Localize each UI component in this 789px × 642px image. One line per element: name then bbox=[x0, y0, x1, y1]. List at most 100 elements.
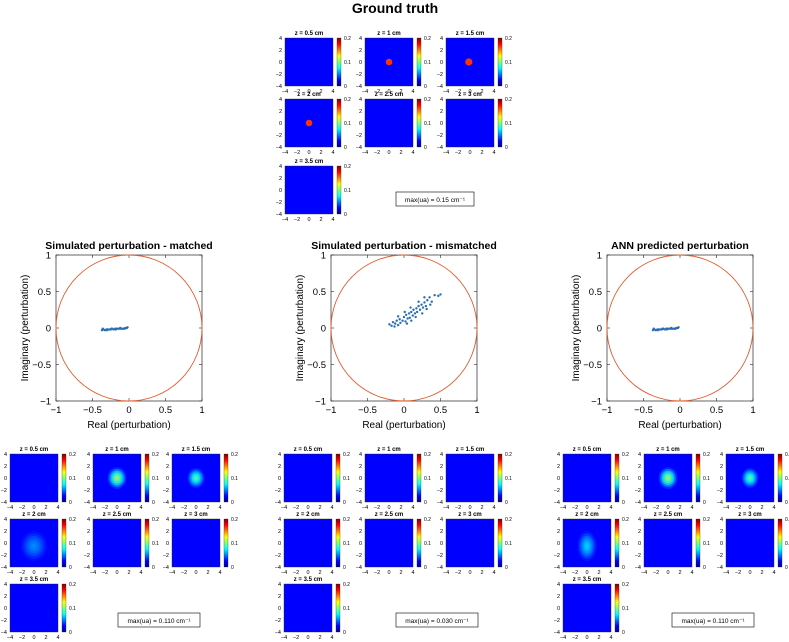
heatmap-x-tick: −4 bbox=[641, 570, 647, 576]
heatmap-y-tick: 4 bbox=[4, 582, 7, 588]
heatmap-y-tick: 4 bbox=[557, 582, 560, 588]
heatmap-frame bbox=[364, 518, 414, 568]
max-label-box-matched bbox=[117, 612, 201, 628]
unit-circle bbox=[330, 254, 478, 402]
y-tick-label: 0.5 bbox=[313, 287, 326, 298]
heatmap-panel-6: z = 3.5 cm −4−4 −2 −2 0 0 2 2 4 4 0 0.1 0.2 bbox=[275, 577, 350, 641]
heatmap-panel-title: z = 2 cm bbox=[296, 512, 320, 518]
data-point bbox=[403, 310, 406, 314]
heatmap-blob bbox=[305, 119, 313, 127]
heatmap-x-tick: 0 bbox=[115, 570, 118, 576]
y-tick-label: −0.5 bbox=[583, 360, 602, 371]
scatter-plot-0: Simulated perturbation - matched −1 −0.5 0 0… bbox=[20, 240, 213, 431]
heatmap-background bbox=[284, 454, 332, 502]
heatmap-y-tick: −4 bbox=[356, 145, 362, 151]
heatmap-y-tick: −2 bbox=[163, 488, 169, 494]
heatmap-panel-3: z = 2 cm −4−4 −2 −2 0 0 2 2 4 4 0 0.1 0.2 bbox=[554, 512, 629, 576]
colorbar bbox=[416, 453, 422, 503]
heatmap-y-tick: −2 bbox=[275, 488, 281, 494]
heatmap-background bbox=[446, 454, 494, 502]
heatmap-y-tick: 0 bbox=[557, 606, 560, 612]
heatmap-x-tick: 4 bbox=[218, 570, 221, 576]
colorbar-tick: 0 bbox=[69, 565, 72, 571]
heatmap-frame bbox=[364, 37, 414, 87]
y-tick-label: 0.5 bbox=[38, 287, 51, 298]
heatmap-y-tick: 0 bbox=[440, 121, 443, 127]
heatmap-y-tick: 4 bbox=[279, 36, 282, 42]
data-point bbox=[412, 308, 415, 311]
colorbar bbox=[61, 518, 67, 568]
heatmap-panel-title: z = 0.5 cm bbox=[20, 447, 49, 453]
heatmap-x-tick: −4 bbox=[443, 89, 449, 95]
colorbar-tick: 0 bbox=[622, 630, 625, 636]
colorbar bbox=[336, 98, 342, 148]
heatmap-x-tick: 4 bbox=[411, 570, 414, 576]
heatmap-x-tick: 2 bbox=[44, 505, 47, 511]
y-tick-label: 1 bbox=[597, 251, 602, 262]
heatmap-x-tick: 0 bbox=[468, 150, 471, 156]
colorbar-tick: 0 bbox=[505, 565, 508, 571]
y-tick-label: −0.5 bbox=[307, 360, 326, 371]
colorbar-tick: 0 bbox=[344, 145, 347, 151]
heatmap-y-tick: 2 bbox=[359, 109, 362, 115]
heatmap-y-tick: −4 bbox=[437, 84, 443, 90]
data-point bbox=[391, 320, 395, 324]
heatmap-y-tick: −4 bbox=[356, 565, 362, 571]
heatmap-y-tick: −2 bbox=[356, 488, 362, 494]
heatmap-x-tick: −4 bbox=[169, 505, 175, 511]
heatmap-y-tick: 0 bbox=[557, 476, 560, 482]
colorbar-tick: 0.1 bbox=[703, 541, 710, 547]
heatmap-y-tick: 2 bbox=[278, 594, 281, 600]
heatmap-y-tick: 4 bbox=[359, 97, 362, 103]
heatmap-y-tick: 0 bbox=[720, 476, 723, 482]
heatmap-y-tick: 0 bbox=[359, 541, 362, 547]
heatmap-x-tick: −2 bbox=[572, 635, 578, 641]
heatmap-y-tick: 0 bbox=[166, 476, 169, 482]
heatmap-blob bbox=[465, 58, 473, 66]
data-point bbox=[402, 315, 406, 319]
heatmap-y-tick: 2 bbox=[638, 464, 641, 470]
data-point bbox=[417, 304, 420, 308]
heatmap-x-tick: 0 bbox=[748, 570, 751, 576]
heatmap-panel-5: z = 3 cm −4−4 −2 −2 0 0 2 2 4 4 0 0.1 0.2 bbox=[717, 512, 789, 576]
heatmap-y-tick: 4 bbox=[4, 452, 7, 458]
heatmap-background bbox=[10, 454, 58, 502]
heatmap-panel-title: z = 2.5 cm bbox=[654, 512, 683, 518]
x-tick-label: 0.5 bbox=[710, 405, 723, 416]
data-point bbox=[407, 312, 411, 315]
data-point bbox=[394, 322, 397, 325]
heatmap-panel-title: z = 0.5 cm bbox=[295, 31, 324, 37]
heatmap-y-tick: −2 bbox=[356, 133, 362, 139]
heatmap-x-tick: 2 bbox=[760, 505, 763, 511]
heatmap-x-tick: 4 bbox=[690, 570, 693, 576]
heatmap-x-tick: 4 bbox=[492, 505, 495, 511]
data-point bbox=[418, 308, 422, 311]
heatmap-frame bbox=[284, 37, 334, 87]
heatmap-x-tick: 2 bbox=[480, 89, 483, 95]
x-axis-label: Real (perturbation) bbox=[87, 420, 170, 431]
heatmap-panel-1: z = 1 cm −4−4 −2 −2 0 0 2 2 4 4 0 0.1 0.2 bbox=[84, 447, 159, 511]
heatmap-frame bbox=[445, 518, 495, 568]
data-point bbox=[410, 310, 413, 314]
heatmap-background bbox=[285, 38, 333, 86]
heatmap-y-tick: −2 bbox=[554, 553, 560, 559]
colorbar-tick: 0 bbox=[505, 84, 508, 90]
heatmap-x-tick: −2 bbox=[455, 570, 461, 576]
heatmap-y-tick: −4 bbox=[275, 500, 281, 506]
colorbar-tick: 0.2 bbox=[785, 517, 789, 523]
heatmap-x-tick: 4 bbox=[331, 217, 334, 223]
heatmap-y-tick: −4 bbox=[163, 565, 169, 571]
heatmap-x-tick: −4 bbox=[723, 570, 729, 576]
data-point bbox=[396, 315, 400, 318]
heatmap-x-tick: −2 bbox=[374, 89, 380, 95]
heatmap-y-tick: −2 bbox=[437, 133, 443, 139]
x-tick-label: 1 bbox=[750, 405, 755, 416]
heatmap-y-tick: −2 bbox=[635, 553, 641, 559]
x-tick-label: 0.5 bbox=[159, 405, 172, 416]
colorbar-tick: 0.1 bbox=[344, 60, 351, 66]
colorbar-tick: 0.2 bbox=[69, 452, 76, 458]
colorbar-tick: 0.2 bbox=[424, 452, 431, 458]
data-point bbox=[398, 318, 401, 321]
heatmap-y-tick: 4 bbox=[278, 517, 281, 523]
